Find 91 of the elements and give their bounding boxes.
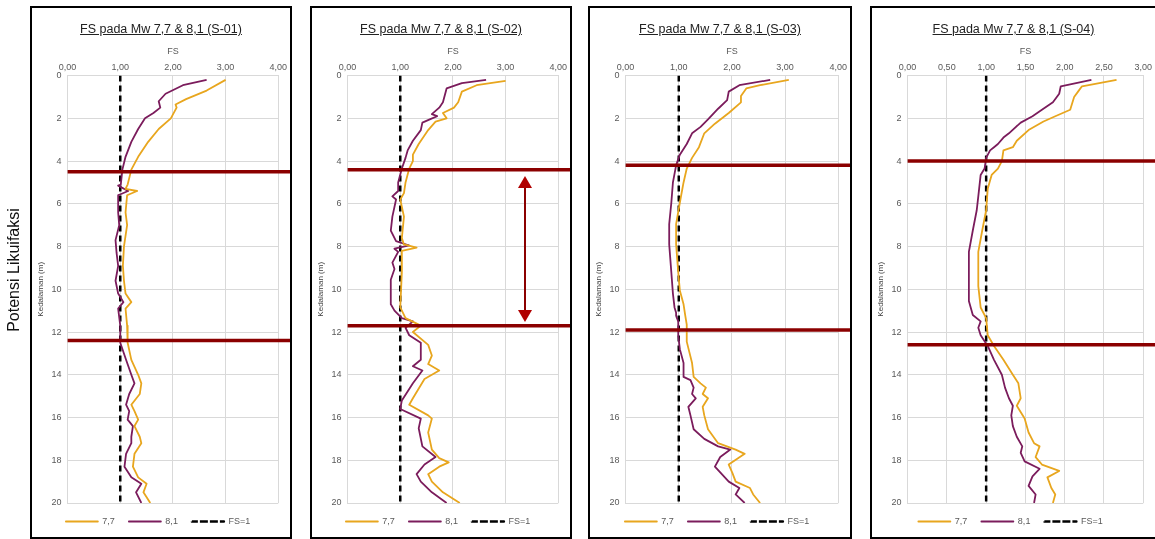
x-tick-label: 0,00: [58, 61, 77, 72]
y-tick-label: 20: [891, 497, 902, 508]
legend-label: 7,7: [102, 515, 115, 526]
y-tick-label: 14: [51, 369, 62, 380]
x-tick-label: 2,00: [444, 61, 462, 72]
y-tick-label: 2: [614, 112, 620, 123]
y-tick-label: 20: [609, 497, 620, 508]
y-tick-label: 8: [896, 241, 902, 252]
y-tick-label: 12: [331, 326, 342, 337]
y-tick-label: 2: [336, 112, 342, 123]
y-tick-label: 16: [51, 412, 62, 422]
y-tick-label: 16: [891, 412, 902, 422]
y-tick-label: 8: [614, 241, 620, 252]
y-tick-label: 14: [891, 369, 902, 380]
y-tick-label: 8: [336, 241, 342, 252]
x-tick-label: 2,00: [164, 61, 182, 72]
y-tick-label: 12: [609, 326, 620, 337]
x-tick-label: 4,00: [829, 61, 848, 72]
y-tick-label: 0: [896, 70, 902, 81]
x-tick-label: 1,00: [391, 61, 410, 72]
x-axis-title: FS: [726, 45, 738, 56]
x-tick-label: 0,00: [616, 61, 635, 72]
x-tick-label: 1,00: [977, 61, 995, 72]
y-tick-label: 10: [891, 283, 902, 294]
y-tick-label: 14: [331, 369, 342, 380]
x-axis-title: FS: [167, 45, 179, 56]
y-tick-label: 10: [609, 283, 620, 294]
y-tick-label: 18: [51, 454, 62, 465]
y-tick-label: 20: [331, 497, 342, 508]
y-tick-label: 10: [51, 283, 62, 294]
x-tick-label: 1,00: [670, 61, 688, 72]
legend-label: FS=1: [228, 515, 251, 526]
y-tick-label: 16: [609, 412, 620, 422]
y-tick-label: 8: [56, 241, 62, 252]
chart-title: FS pada Mw 7,7 & 8,1 (S-02): [359, 22, 523, 36]
x-axis-title: FS: [447, 45, 459, 56]
y-tick-label: 4: [614, 155, 620, 166]
x-axis-title: FS: [1019, 45, 1032, 56]
legend-label: 8,1: [724, 515, 737, 526]
x-tick-label: 2,00: [723, 61, 741, 72]
x-tick-label: 0,00: [338, 61, 357, 72]
x-tick-label: 4,00: [549, 61, 568, 72]
legend-label: FS=1: [787, 515, 810, 526]
y-tick-label: 4: [56, 155, 62, 166]
y-axis-title: Kedalaman (m): [594, 261, 603, 317]
legend-label: 7,7: [954, 515, 968, 526]
y-tick-label: 0: [336, 70, 342, 81]
legend-label: 7,7: [661, 515, 674, 526]
y-tick-label: 4: [336, 155, 342, 166]
x-tick-label: 0,50: [938, 61, 956, 72]
y-axis-title: Kedalaman (m): [36, 261, 45, 317]
x-tick-label: 1,50: [1016, 61, 1035, 72]
x-tick-label: 3,00: [776, 61, 794, 72]
y-tick-label: 6: [56, 198, 62, 209]
y-tick-label: 12: [51, 326, 62, 337]
y-tick-label: 18: [331, 454, 342, 465]
y-tick-label: 18: [891, 454, 902, 465]
y-tick-label: 6: [614, 198, 620, 209]
text: Potensi Likuifaksi: [5, 207, 23, 332]
legend-label: 8,1: [165, 515, 178, 526]
x-tick-label: 3,00: [496, 61, 515, 72]
chart-title: FS pada Mw 7,7 & 8,1 (S-01): [79, 22, 243, 36]
y-axis-title: Kedalaman (m): [316, 261, 325, 317]
y-axis-title: Kedalaman (m): [876, 261, 885, 317]
legend-label: 7,7: [382, 515, 395, 526]
y-tick-label: 16: [331, 412, 342, 422]
y-tick-label: 0: [56, 70, 62, 81]
y-tick-label: 12: [891, 326, 902, 337]
legend-label: 8,1: [445, 515, 458, 526]
chart-title: FS pada Mw 7,7 & 8,1 (S-03): [638, 22, 802, 36]
legend-label: 8,1: [1017, 515, 1031, 526]
legend-label: FS=1: [508, 515, 531, 526]
y-tick-label: 14: [609, 369, 620, 380]
x-tick-label: 0,00: [898, 61, 917, 72]
chart-title: FS pada Mw 7,7 & 8,1 (S-04): [931, 22, 1096, 36]
x-tick-label: 3,00: [216, 61, 235, 72]
y-tick-label: 2: [56, 112, 62, 123]
y-tick-label: 6: [336, 198, 342, 209]
x-tick-label: 2,00: [1055, 61, 1074, 72]
y-tick-label: 0: [614, 70, 620, 81]
y-tick-label: 10: [331, 283, 342, 294]
x-tick-label: 3,00: [1134, 61, 1153, 72]
x-tick-label: 4,00: [269, 61, 288, 72]
y-tick-label: 20: [51, 497, 62, 508]
x-tick-label: 2,50: [1095, 61, 1113, 72]
x-tick-label: 1,00: [111, 61, 130, 72]
y-tick-label: 4: [896, 155, 902, 166]
y-tick-label: 2: [896, 112, 902, 123]
legend-label: FS=1: [1080, 515, 1103, 526]
y-tick-label: 6: [896, 198, 902, 209]
y-tick-label: 18: [609, 454, 620, 465]
